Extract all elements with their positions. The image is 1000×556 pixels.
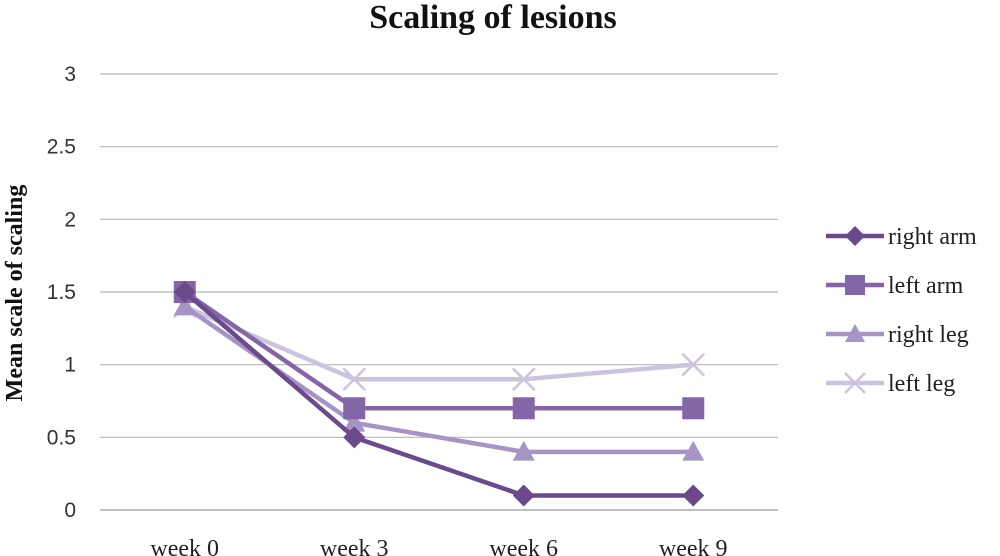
legend-item: left arm	[826, 273, 964, 299]
data-point	[682, 440, 705, 461]
data-point	[512, 440, 535, 461]
data-point	[511, 367, 536, 392]
data-point	[343, 426, 366, 449]
gridlines	[100, 73, 778, 511]
legend-item: left leg	[826, 371, 955, 397]
data-point	[342, 367, 367, 392]
legend-label: left leg	[888, 371, 955, 397]
y-axis-label: Mean scale of scaling	[2, 185, 28, 402]
x-marker-stroke	[511, 367, 536, 392]
legend-label: right leg	[888, 322, 969, 348]
data-point	[844, 372, 866, 394]
series-line	[183, 290, 694, 411]
legend-item: right arm	[826, 224, 977, 250]
chart-title: Scaling of lesions	[369, 0, 616, 36]
series-lines	[172, 281, 706, 507]
x-marker-stroke	[844, 372, 866, 394]
x-axis-ticks: week 0 week 3 week 6 week 9	[150, 536, 727, 556]
data-point	[343, 397, 366, 420]
data-point	[173, 281, 196, 303]
x-marker-stroke	[342, 367, 367, 392]
y-tick-label: 0	[64, 499, 76, 522]
x-tick-label: week 0	[150, 536, 219, 556]
legend-label: left arm	[888, 273, 964, 299]
data-point	[845, 226, 865, 246]
legend: right arm left arm right leg left leg	[826, 224, 977, 397]
data-point	[682, 397, 705, 420]
data-point	[845, 275, 865, 295]
x-tick-label: week 3	[320, 536, 389, 556]
data-point	[681, 352, 706, 377]
data-point	[512, 484, 535, 507]
x-tick-label: week 9	[659, 536, 728, 556]
series-line	[183, 304, 694, 382]
data-point	[343, 411, 366, 432]
series-left-leg	[172, 294, 706, 392]
y-axis-ticks: 0 0.5 1 1.5 2 2.5 3	[47, 63, 76, 522]
y-tick-label: 2.5	[47, 136, 76, 159]
y-tick-label: 0.5	[47, 426, 76, 449]
legend-label: right arm	[888, 224, 977, 250]
y-tick-label: 2	[64, 208, 76, 231]
x-tick-label: week 6	[489, 536, 558, 556]
y-tick-label: 1	[64, 354, 76, 377]
y-tick-label: 1.5	[47, 281, 76, 304]
x-marker-stroke	[681, 352, 706, 377]
data-point	[845, 324, 865, 342]
data-point	[512, 397, 535, 420]
series-line	[183, 290, 694, 498]
data-point	[173, 295, 196, 316]
y-tick-label: 3	[64, 63, 76, 86]
data-point	[682, 484, 705, 507]
legend-item: right leg	[826, 322, 969, 348]
series-right-arm	[173, 281, 705, 507]
